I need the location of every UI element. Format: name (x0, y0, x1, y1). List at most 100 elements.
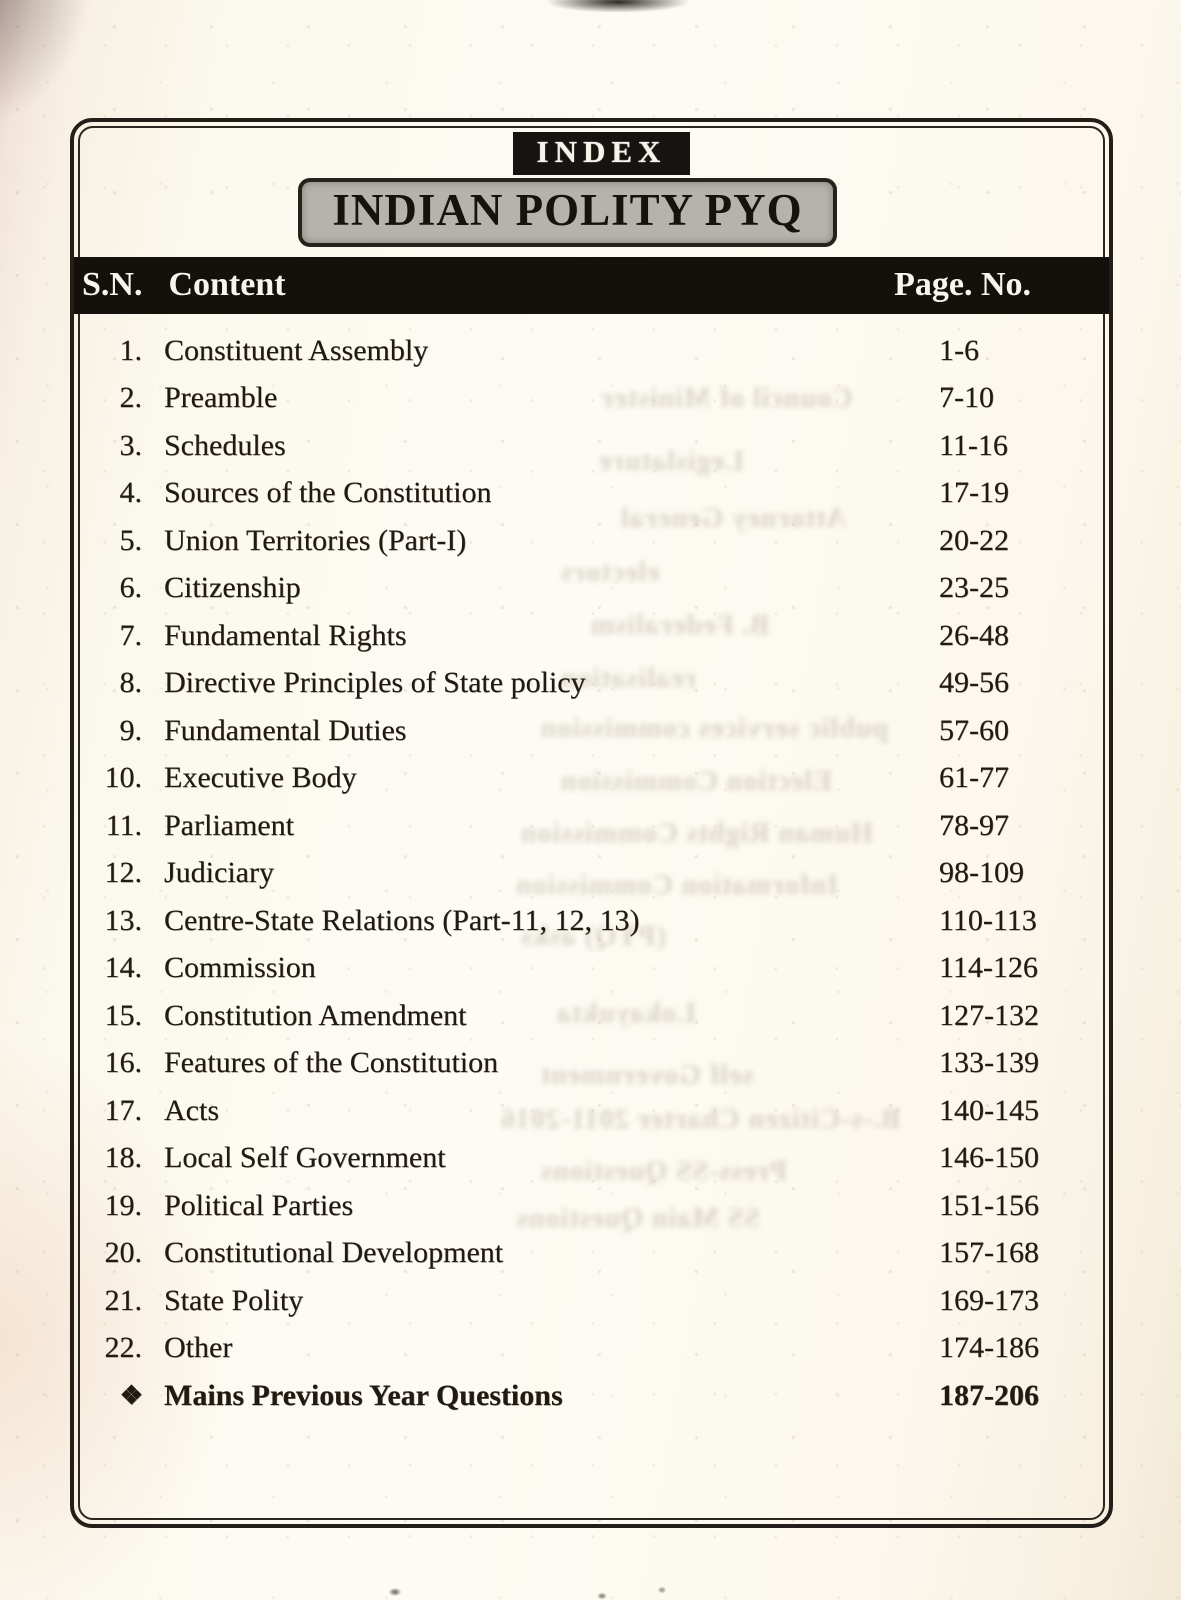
row-serial-number: 15. (104, 998, 143, 1032)
index-table-body: 1. Constituent Assembly 1-6 2. Preamble … (74, 327, 1109, 1420)
row-page-range: 114-126 (939, 951, 1038, 985)
row-serial-number: 8. (119, 666, 143, 700)
row-serial-number: 11. (105, 808, 142, 842)
row-topic: Schedules (164, 428, 286, 462)
row-serial-number: 10. (104, 761, 143, 795)
row-topic: Acts (164, 1093, 219, 1127)
row-serial-number: 3. (119, 428, 143, 462)
row-serial-number: 12. (104, 856, 143, 890)
table-row: 13. Centre-State Relations (Part-11, 12,… (74, 897, 1109, 945)
row-page-range: 61-77 (939, 761, 1009, 795)
row-serial-number: 2. (119, 381, 143, 415)
row-topic: Political Parties (164, 1188, 354, 1222)
row-topic: Mains Previous Year Questions (164, 1378, 563, 1412)
row-topic: Sources of the Constitution (164, 476, 492, 510)
column-header-content: Content (168, 266, 286, 304)
row-topic: Preamble (164, 381, 278, 415)
row-serial-number: ❖ (119, 1380, 143, 1410)
row-serial-number: 9. (119, 713, 143, 747)
row-page-range: 110-113 (939, 903, 1037, 937)
row-topic: Centre-State Relations (Part-11, 12, 13) (164, 903, 640, 937)
row-topic: Other (164, 1331, 233, 1365)
book-title-box: INDIAN POLITY PYQ (298, 177, 837, 247)
row-topic: Constituent Assembly (164, 333, 429, 367)
index-border-box: INDEX INDIAN POLITY PYQ S.N. Content Pag… (70, 118, 1113, 1528)
row-page-range: 7-10 (939, 381, 994, 415)
table-row: 22. Other 174-186 (74, 1324, 1109, 1372)
table-row: 14. Commission 114-126 (74, 944, 1109, 992)
table-row: 17. Acts 140-145 (74, 1087, 1109, 1135)
row-page-range: 140-145 (939, 1093, 1039, 1127)
table-row: 6. Citizenship 23-25 (74, 564, 1109, 612)
row-serial-number: 21. (104, 1283, 143, 1317)
row-serial-number: 19. (104, 1188, 143, 1222)
book-title: INDIAN POLITY PYQ (332, 184, 803, 235)
table-row: 7. Fundamental Rights 26-48 (74, 612, 1109, 660)
table-row: 3. Schedules 11-16 (74, 422, 1109, 470)
row-page-range: 49-56 (939, 666, 1009, 700)
column-header-page-no: Page. No. (894, 266, 1031, 304)
row-page-range: 26-48 (939, 618, 1009, 652)
row-topic: Features of the Constitution (164, 1046, 499, 1080)
row-page-range: 11-16 (939, 428, 1008, 462)
row-topic: Local Self Government (164, 1141, 446, 1175)
table-row: 1. Constituent Assembly 1-6 (74, 327, 1109, 375)
row-topic: Directive Principles of State policy (164, 666, 586, 700)
row-page-range: 146-150 (939, 1141, 1039, 1175)
row-page-range: 151-156 (939, 1188, 1039, 1222)
table-row: 10. Executive Body 61-77 (74, 754, 1109, 802)
column-header-serial: S.N. (82, 266, 143, 304)
row-page-range: 1-6 (939, 333, 979, 367)
row-topic: State Polity (164, 1283, 304, 1317)
table-row: 21. State Polity 169-173 (74, 1277, 1109, 1325)
table-row: 16. Features of the Constitution 133-139 (74, 1039, 1109, 1087)
index-heading: INDEX (512, 132, 691, 175)
row-topic: Fundamental Duties (164, 713, 407, 747)
table-header-bar: S.N. Content Page. No. (74, 256, 1109, 314)
table-row: 20. Constitutional Development 157-168 (74, 1229, 1109, 1277)
row-serial-number: 5. (119, 523, 143, 557)
row-page-range: 23-25 (939, 571, 1009, 605)
row-page-range: 20-22 (939, 523, 1009, 557)
table-row: 18. Local Self Government 146-150 (74, 1134, 1109, 1182)
table-row: 12. Judiciary 98-109 (74, 849, 1109, 897)
row-serial-number: 20. (104, 1236, 143, 1270)
row-topic: Citizenship (164, 571, 301, 605)
table-row: 9. Fundamental Duties 57-60 (74, 707, 1109, 755)
row-serial-number: 22. (104, 1331, 143, 1365)
row-serial-number: 1. (119, 333, 143, 367)
row-topic: Union Territories (Part-I) (164, 523, 467, 557)
row-serial-number: 16. (104, 1046, 143, 1080)
row-serial-number: 18. (104, 1141, 143, 1175)
row-page-range: 187-206 (939, 1378, 1039, 1412)
row-page-range: 157-168 (939, 1236, 1039, 1270)
table-row: 11. Parliament 78-97 (74, 802, 1109, 850)
table-row: 4. Sources of the Constitution 17-19 (74, 469, 1109, 517)
row-serial-number: 4. (119, 476, 143, 510)
row-serial-number: 7. (119, 618, 143, 652)
row-serial-number: 17. (104, 1093, 143, 1127)
row-serial-number: 6. (119, 571, 143, 605)
row-page-range: 174-186 (939, 1331, 1039, 1365)
row-page-range: 17-19 (939, 476, 1009, 510)
row-topic: Executive Body (164, 761, 357, 795)
row-page-range: 127-132 (939, 998, 1039, 1032)
row-topic: Parliament (164, 808, 294, 842)
row-topic: Constitution Amendment (164, 998, 467, 1032)
row-serial-number: 13. (104, 903, 143, 937)
row-topic: Judiciary (164, 856, 274, 890)
row-topic: Commission (164, 951, 316, 985)
table-row: 19. Political Parties 151-156 (74, 1182, 1109, 1230)
row-page-range: 169-173 (939, 1283, 1039, 1317)
table-row: 5. Union Territories (Part-I) 20-22 (74, 517, 1109, 565)
table-row: 8. Directive Principles of State policy … (74, 659, 1109, 707)
table-row: ❖ Mains Previous Year Questions 187-206 (74, 1372, 1109, 1420)
row-topic: Constitutional Development (164, 1236, 504, 1270)
table-row: 15. Constitution Amendment 127-132 (74, 992, 1109, 1040)
row-page-range: 133-139 (939, 1046, 1039, 1080)
row-page-range: 98-109 (939, 856, 1024, 890)
row-page-range: 57-60 (939, 713, 1009, 747)
row-topic: Fundamental Rights (164, 618, 407, 652)
table-row: 2. Preamble 7-10 (74, 374, 1109, 422)
